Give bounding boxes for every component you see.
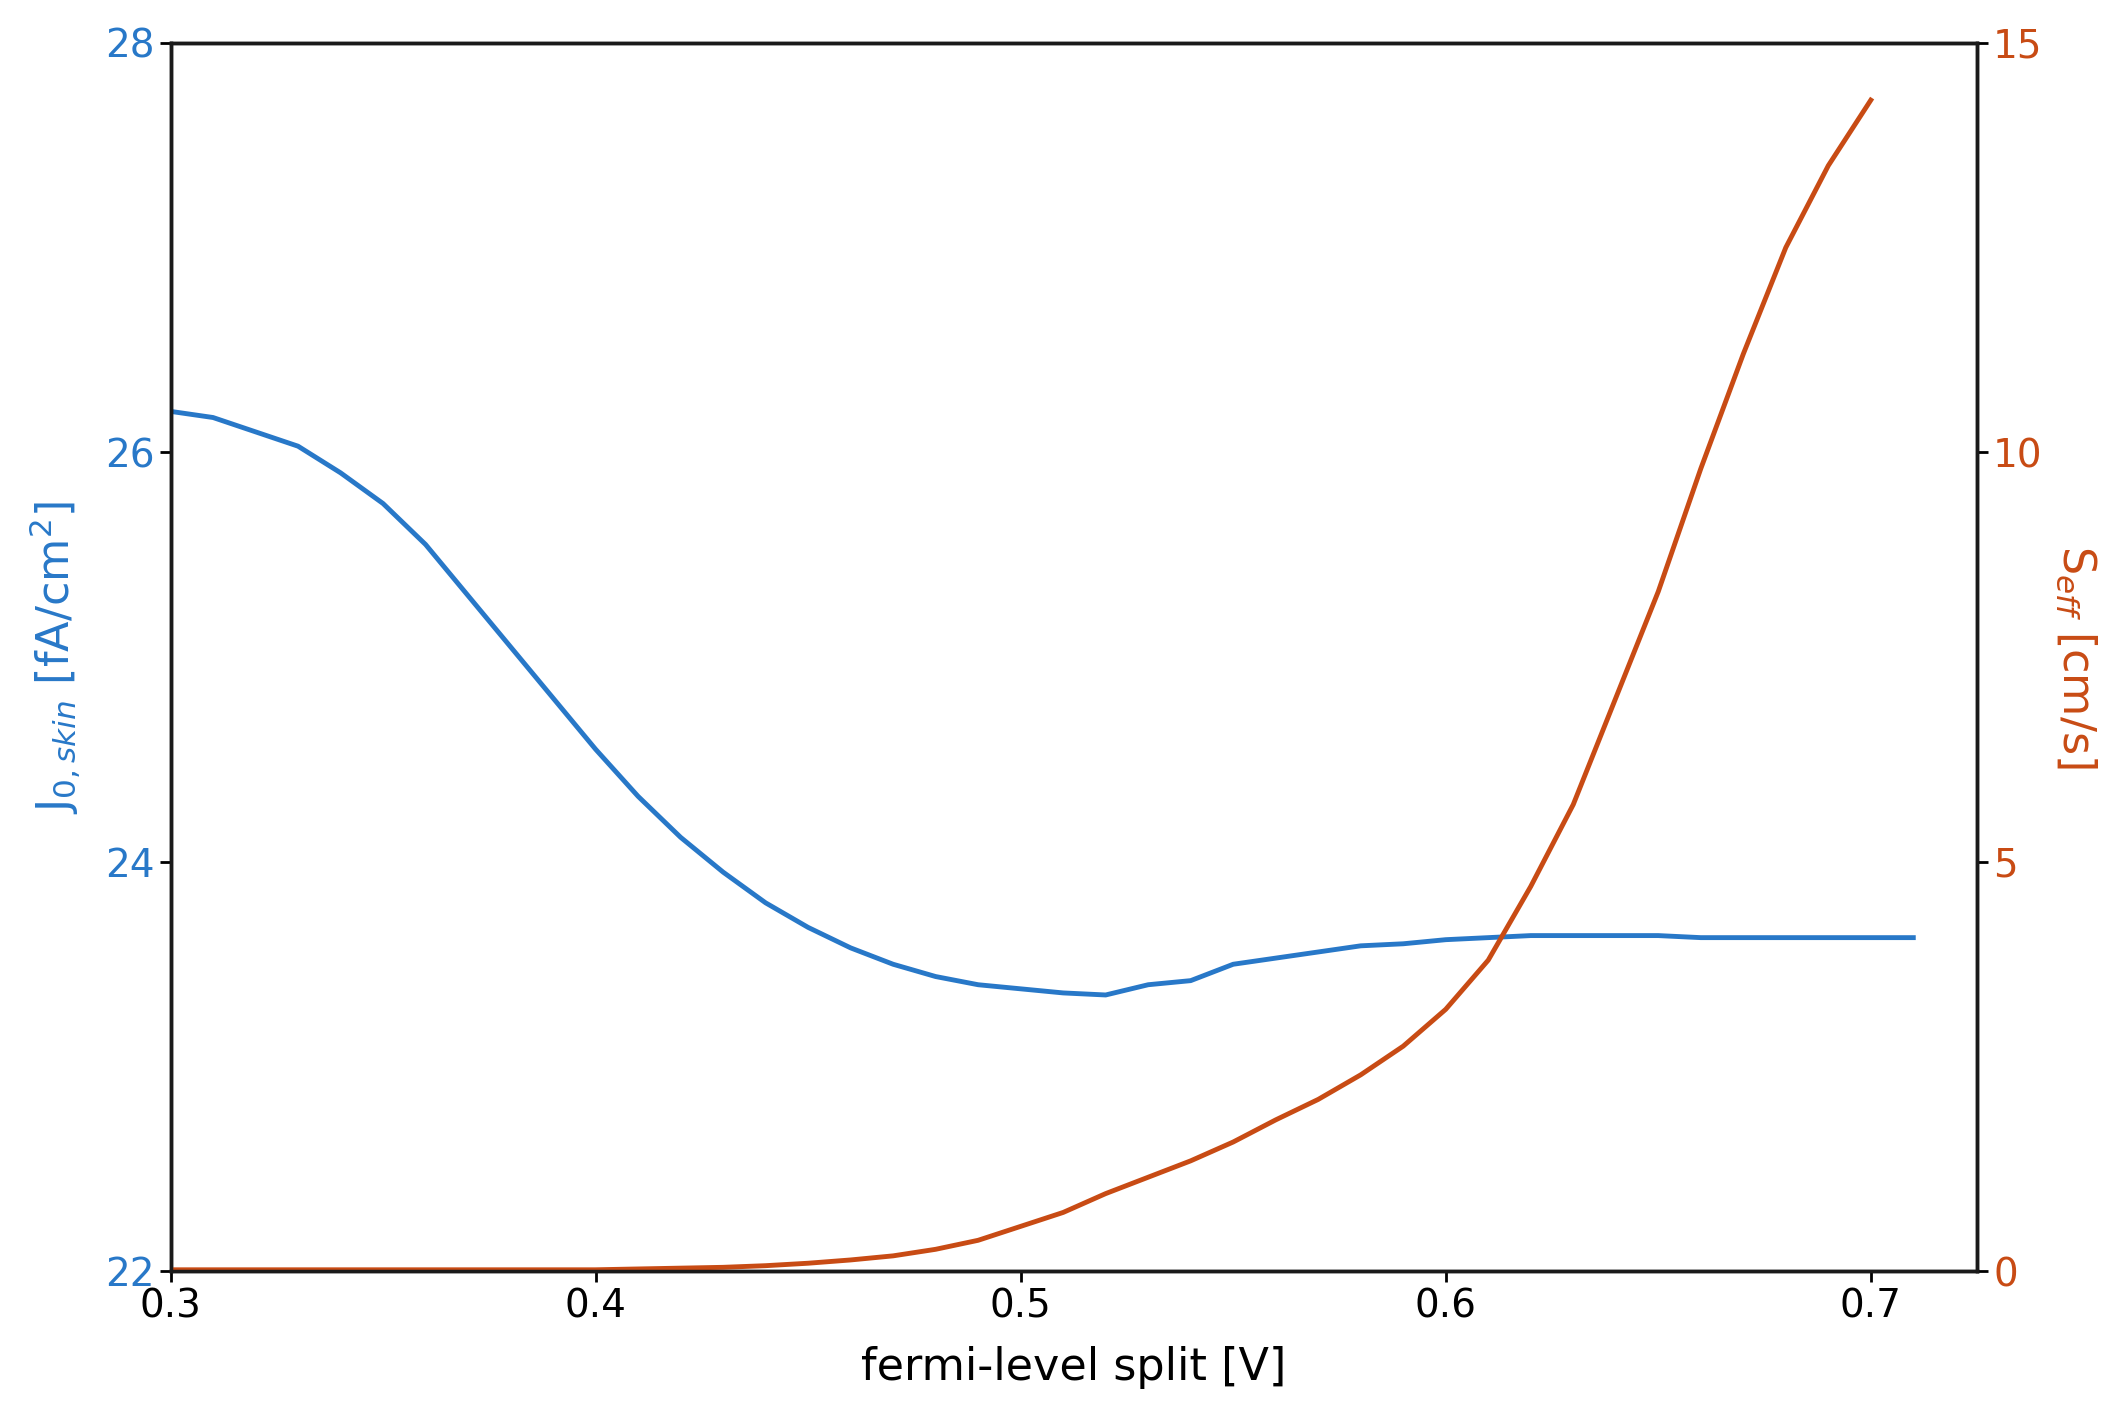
Y-axis label: J$_{0,skin}$ [fA/cm$^2$]: J$_{0,skin}$ [fA/cm$^2$] — [28, 500, 85, 813]
Y-axis label: S$_{eff}$ [cm/s]: S$_{eff}$ [cm/s] — [2054, 546, 2098, 769]
X-axis label: fermi-level split [V]: fermi-level split [V] — [861, 1346, 1286, 1389]
